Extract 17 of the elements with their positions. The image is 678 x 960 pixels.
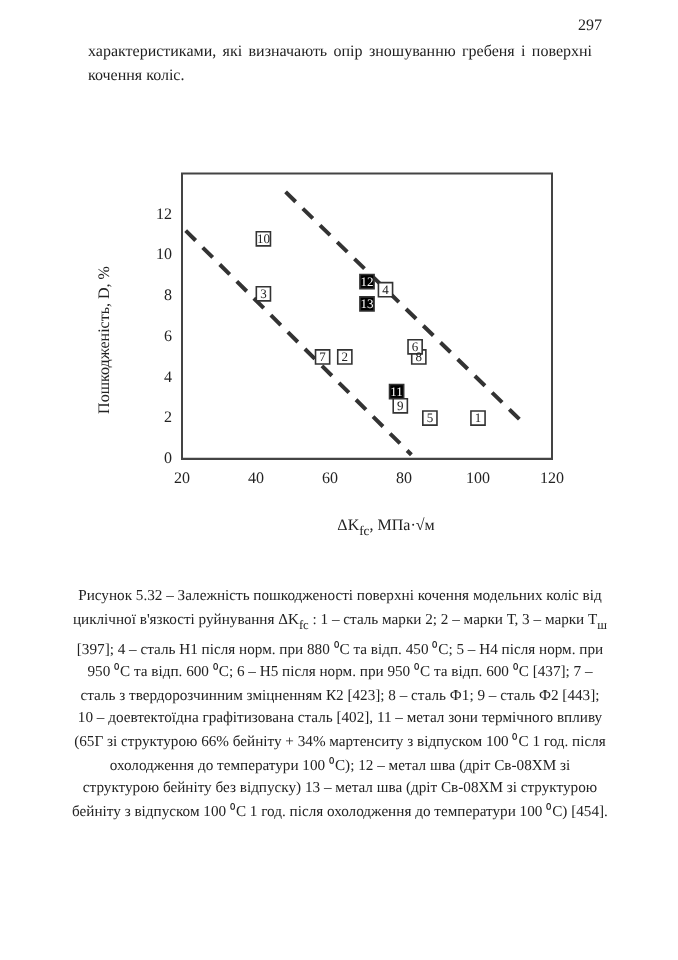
text: характеристиками, які визначають опір зношуванню гребеня і поверхні кочення коліс. (88, 40, 592, 88)
y-axis-title: Пошкодженість, D, % (95, 266, 113, 414)
y-tick-label: 4 (164, 367, 172, 386)
text: 297 (578, 16, 602, 34)
y-tick-label: 0 (164, 448, 172, 467)
x-tick-label: 100 (466, 468, 490, 487)
x-tick-label: 20 (174, 468, 190, 487)
y-tick-label: 10 (156, 245, 172, 264)
x-tick-label: 40 (248, 468, 264, 487)
y-tick-label: 6 (164, 326, 172, 345)
x-axis-title: ΔK$_{fc}$, МПа·√м (337, 516, 435, 540)
x-tick-label: 120 (540, 468, 564, 487)
y-tick-label: 8 (164, 286, 172, 305)
y-tick-label: 12 (156, 204, 172, 223)
y-tick-label: 2 (164, 408, 172, 427)
x-tick-label: 60 (322, 468, 338, 487)
x-tick-label: 80 (396, 468, 412, 487)
